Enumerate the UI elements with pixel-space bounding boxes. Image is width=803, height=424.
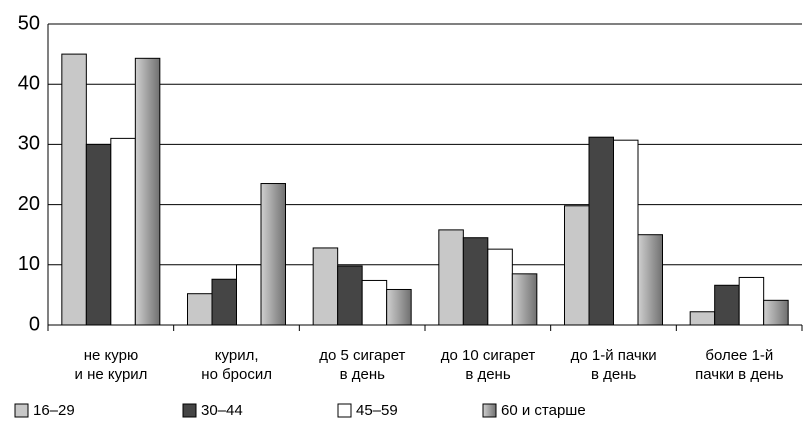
x-tick-label: курил, но бросил	[201, 347, 272, 383]
bar	[763, 299, 789, 326]
bar	[738, 276, 765, 326]
y-tick-label: 20	[18, 193, 40, 215]
bar	[386, 288, 412, 326]
legend-label: 45–59	[356, 402, 398, 419]
bar	[487, 248, 513, 326]
bar	[187, 293, 213, 326]
bar	[689, 311, 716, 326]
bar	[462, 237, 489, 326]
bar	[337, 265, 363, 326]
legend-swatch	[482, 403, 497, 418]
y-tick-label: 50	[18, 12, 40, 34]
bar	[61, 53, 87, 326]
x-tick-label: до 1-й пачки в день	[570, 347, 657, 383]
legend-swatch	[337, 403, 352, 418]
bar	[714, 284, 740, 326]
x-tick-label: до 5 сигарет в день	[319, 347, 406, 383]
legend-label: 60 и старше	[501, 402, 586, 419]
x-tick-label: не курю и не курил	[74, 347, 148, 383]
bar	[564, 205, 590, 326]
bar	[613, 139, 639, 326]
bar	[134, 57, 161, 326]
y-tick-label: 10	[18, 253, 40, 275]
y-tick-label: 0	[29, 313, 40, 335]
x-tick-label: более 1-й пачки в день	[695, 347, 784, 383]
bar	[438, 229, 464, 326]
legend-swatch	[182, 403, 197, 418]
bar	[511, 273, 538, 326]
x-tick-label: до 10 сигарет в день	[440, 347, 536, 383]
bar	[588, 136, 614, 326]
y-tick-label: 40	[18, 72, 40, 94]
bar	[236, 264, 262, 326]
bar	[361, 279, 388, 326]
bar	[85, 143, 112, 326]
bar	[312, 247, 339, 326]
bar	[211, 278, 237, 326]
legend-label: 16–29	[33, 402, 75, 419]
bar	[260, 183, 286, 326]
y-tick-label: 30	[18, 133, 40, 155]
bar	[110, 137, 136, 326]
bar	[637, 234, 663, 326]
legend-swatch	[14, 403, 29, 418]
legend-label: 30–44	[201, 402, 243, 419]
